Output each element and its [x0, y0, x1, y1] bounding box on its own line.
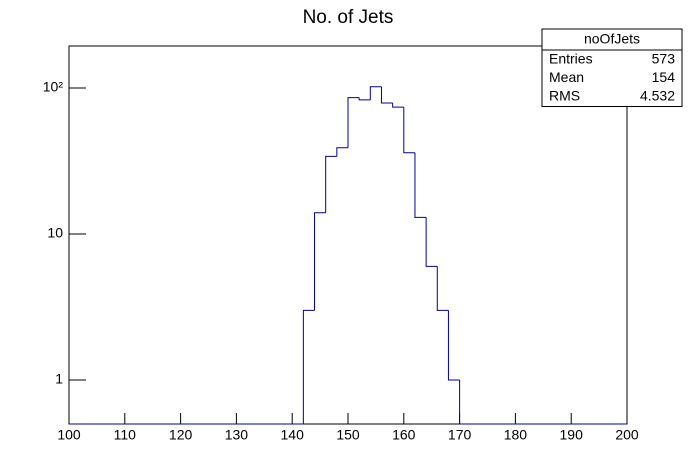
x-tick-label: 120	[169, 427, 193, 443]
histogram-bin	[325, 155, 337, 213]
histogram-bin	[380, 86, 393, 104]
histogram-bin	[425, 217, 438, 267]
histogram-bin	[302, 309, 315, 424]
histogram-bin	[403, 107, 415, 154]
x-tick-label: 190	[560, 427, 584, 443]
histogram-bin	[314, 212, 326, 311]
x-tick-label: 180	[504, 427, 528, 443]
stats-label: RMS	[549, 88, 580, 104]
y-tick-label: 10²	[43, 79, 64, 95]
x-tick-label: 100	[57, 427, 81, 443]
chart-title: No. of Jets	[303, 7, 394, 28]
stats-value: 4.532	[640, 88, 675, 104]
histogram-bin	[436, 266, 449, 311]
histogram-bin	[459, 380, 471, 425]
y-tick-label: 10	[47, 225, 63, 241]
histogram-bin	[447, 310, 460, 381]
stats-value: 573	[652, 51, 676, 67]
histogram-bin	[347, 97, 360, 148]
x-tick-label: 170	[448, 427, 472, 443]
x-tick-label: 160	[392, 427, 416, 443]
histogram-bin	[369, 86, 382, 100]
stats-label: Mean	[549, 69, 584, 85]
y-tick-label: 1	[55, 371, 63, 387]
histogram-bin	[358, 97, 371, 101]
histogram-bin	[336, 147, 348, 157]
x-tick-label: 200	[615, 427, 639, 443]
histogram-bin	[414, 152, 427, 218]
stats-value: 154	[652, 69, 676, 85]
x-tick-label: 150	[336, 427, 360, 443]
stats-title: noOfJets	[584, 31, 640, 47]
stats-label: Entries	[549, 51, 593, 67]
stats-box	[541, 28, 683, 107]
histogram-bin	[392, 102, 404, 108]
x-tick-label: 130	[225, 427, 249, 443]
x-tick-label: 140	[281, 427, 305, 443]
x-tick-label: 110	[114, 427, 137, 443]
